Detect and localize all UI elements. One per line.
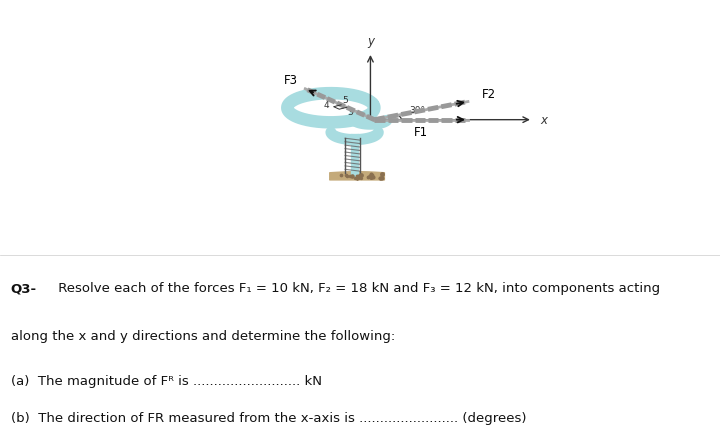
Text: Resolve each of the forces F₁ = 10 kN, F₂ = 18 kN and F₃ = 12 kN, into component: Resolve each of the forces F₁ = 10 kN, F… <box>54 282 660 294</box>
Text: Q3-: Q3- <box>11 282 37 294</box>
Text: (b)  The direction of FR measured from the x-axis is ........................ (d: (b) The direction of FR measured from th… <box>11 411 526 424</box>
Text: F3: F3 <box>284 74 298 87</box>
Text: y: y <box>367 35 374 48</box>
Text: (a)  The magnitude of Fᴿ is .......................... kN: (a) The magnitude of Fᴿ is .............… <box>11 374 322 387</box>
Text: 30°: 30° <box>409 106 425 115</box>
Text: along the x and y directions and determine the following:: along the x and y directions and determi… <box>11 330 395 343</box>
Text: F1: F1 <box>414 126 428 138</box>
Text: 4: 4 <box>324 101 330 109</box>
Text: 3: 3 <box>348 108 354 117</box>
Text: F2: F2 <box>482 88 497 101</box>
Text: 5: 5 <box>342 95 348 104</box>
Text: x: x <box>540 114 547 127</box>
